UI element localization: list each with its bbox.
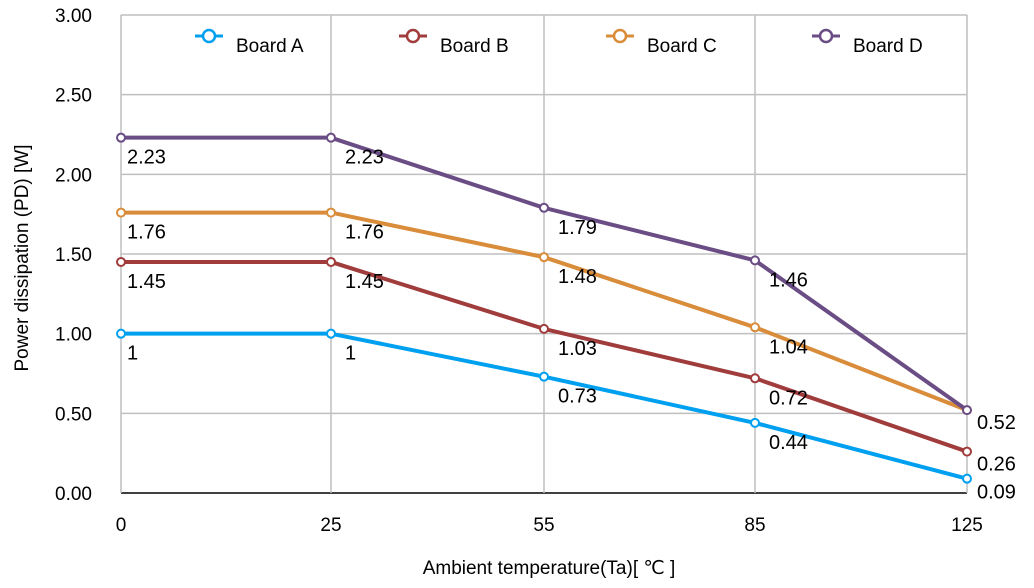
data-label: 0.52 bbox=[977, 412, 1016, 434]
y-tick-label: 1.00 bbox=[55, 325, 92, 346]
y-tick-label: 0.00 bbox=[55, 484, 92, 505]
x-tick-label: 85 bbox=[744, 515, 765, 536]
y-tick-label: 0.50 bbox=[55, 404, 92, 425]
data-label: 1.76 bbox=[345, 222, 384, 244]
data-point bbox=[539, 252, 549, 263]
legend-marker bbox=[201, 28, 217, 44]
data-point bbox=[750, 373, 760, 384]
legend-label: Board B bbox=[440, 36, 509, 57]
data-label: 1.03 bbox=[558, 338, 597, 360]
data-label: 1.45 bbox=[345, 271, 384, 293]
y-tick-label: 3.00 bbox=[55, 6, 92, 27]
data-point bbox=[326, 328, 336, 339]
legend-label: Board C bbox=[647, 36, 717, 57]
y-tick-label: 2.50 bbox=[55, 86, 92, 107]
data-label: 1.79 bbox=[558, 217, 597, 239]
x-axis-title: Ambient temperature(Ta)[ ℃ ] bbox=[423, 558, 676, 579]
x-tick-label: 125 bbox=[951, 515, 983, 536]
legend: Board A Board B Board C Board D bbox=[195, 28, 923, 57]
data-label: 1.76 bbox=[127, 222, 166, 244]
data-label: 0.73 bbox=[558, 386, 597, 408]
x-tick-label: 25 bbox=[320, 515, 341, 536]
data-point bbox=[962, 446, 972, 457]
data-label: 0.09 bbox=[977, 482, 1016, 504]
legend-marker bbox=[612, 28, 628, 44]
data-label: 1 bbox=[127, 343, 138, 365]
data-point bbox=[326, 207, 336, 218]
data-point bbox=[116, 132, 126, 143]
data-point bbox=[962, 405, 972, 416]
data-point bbox=[116, 207, 126, 218]
y-tick-label: 1.50 bbox=[55, 245, 92, 266]
x-tick-label: 0 bbox=[116, 515, 127, 536]
y-axis-ticks: 0.00 0.50 1.00 1.50 2.00 2.50 3.00 bbox=[55, 6, 92, 505]
data-labels: 1 1 0.73 0.44 0.09 1.45 1.45 1.03 0.72 0.26 1.76 1.… bbox=[127, 147, 1016, 504]
legend-label: Board A bbox=[236, 36, 304, 57]
data-label: 1.46 bbox=[769, 269, 808, 291]
data-point bbox=[539, 371, 549, 382]
data-label: 0.72 bbox=[769, 387, 808, 409]
data-point bbox=[326, 132, 336, 143]
data-label: 1 bbox=[345, 343, 356, 365]
y-tick-label: 2.00 bbox=[55, 165, 92, 186]
legend-marker bbox=[405, 28, 421, 44]
data-point bbox=[962, 473, 972, 484]
data-label: 2.23 bbox=[345, 147, 384, 169]
data-point bbox=[539, 323, 549, 334]
data-point bbox=[539, 202, 549, 213]
data-point bbox=[326, 256, 336, 267]
data-label: 1.04 bbox=[769, 336, 808, 358]
data-label: 1.45 bbox=[127, 271, 166, 293]
legend-label: Board D bbox=[853, 36, 923, 57]
legend-marker bbox=[818, 28, 834, 44]
data-label: 0.26 bbox=[977, 454, 1016, 476]
data-point bbox=[116, 328, 126, 339]
data-point bbox=[750, 255, 760, 266]
data-label: 2.23 bbox=[127, 147, 166, 169]
data-label: 1.48 bbox=[558, 266, 597, 288]
data-point bbox=[750, 417, 760, 428]
series-lines bbox=[116, 132, 972, 484]
x-axis-ticks: 0 25 55 85 125 bbox=[116, 515, 983, 536]
y-axis-title: Power dissipation (PD) [W] bbox=[12, 144, 33, 371]
data-point bbox=[750, 322, 760, 333]
x-tick-label: 55 bbox=[533, 515, 554, 536]
data-label: 0.44 bbox=[769, 432, 808, 454]
data-point bbox=[116, 256, 126, 267]
